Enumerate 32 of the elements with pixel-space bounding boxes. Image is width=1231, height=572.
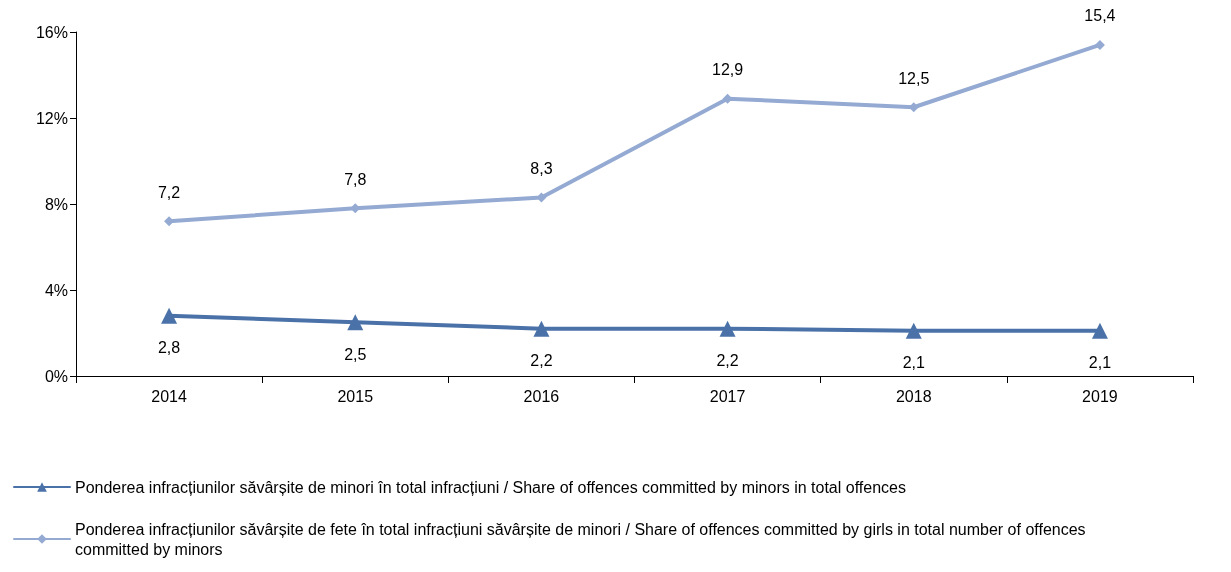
data-label: 12,9 — [712, 61, 744, 79]
legend-label: Ponderea infracțiunilor săvârșite de minori în total infracțiuni / Share of offences committed by minors in total offences — [75, 478, 906, 496]
data-label: 8,3 — [530, 160, 553, 178]
legend-label: Ponderea infracțiunilor săvârșite de fete în total infracțiuni săvârșite de minori / Share of offences committed by girls in total number of offences committed by minors — [75, 520, 1091, 558]
x-tick-label: 2017 — [709, 387, 746, 405]
y-tick-label: 8% — [44, 195, 68, 213]
x-tick-label: 2014 — [151, 387, 187, 405]
data-label: 2,1 — [1088, 354, 1112, 372]
y-tick-label: 0% — [44, 367, 68, 385]
y-tick-label: 16% — [35, 23, 68, 41]
x-tick-label: 2019 — [1082, 387, 1118, 405]
point — [347, 314, 364, 331]
point — [1094, 39, 1105, 50]
x-tick-label: 2018 — [895, 387, 932, 405]
data-label: 12,5 — [898, 69, 930, 87]
data-label: 2,2 — [530, 352, 553, 370]
x-tick-label: 2015 — [337, 387, 374, 405]
point — [161, 307, 178, 324]
y-tick-label: 12% — [35, 109, 68, 127]
data-label: 7,8 — [344, 170, 367, 188]
data-label: 2,5 — [344, 345, 367, 363]
data-label: 2,1 — [902, 354, 925, 372]
data-label: 2,2 — [716, 352, 739, 370]
data-label: 7,2 — [157, 183, 181, 201]
y-tick-label: 4% — [44, 281, 68, 299]
point — [1091, 322, 1108, 339]
point — [533, 320, 550, 337]
data-label: 15,4 — [1084, 7, 1116, 25]
point — [905, 322, 922, 339]
data-label: 2,8 — [157, 339, 181, 357]
x-tick-label: 2016 — [523, 387, 560, 405]
point — [719, 320, 736, 337]
